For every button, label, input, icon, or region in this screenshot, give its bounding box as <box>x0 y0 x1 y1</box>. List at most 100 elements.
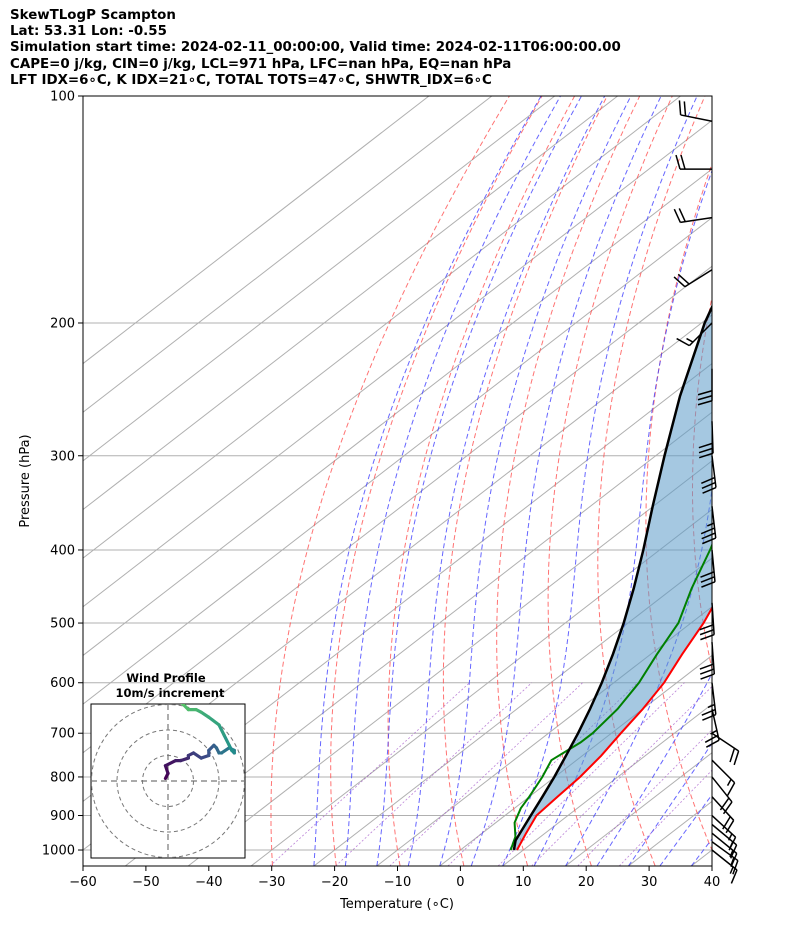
moist-adiabat-line <box>533 169 712 866</box>
dry-adiabat-line <box>270 96 510 866</box>
moist-adiabat-line <box>313 96 542 866</box>
wind-barb-staff <box>688 322 713 347</box>
wind-barb <box>675 154 712 170</box>
moist-adiabat-line <box>502 96 698 866</box>
wind-barb-half-flag <box>729 850 734 858</box>
wind-barb <box>700 549 716 588</box>
wind-barb-staff <box>680 114 713 122</box>
wind-barb-flag <box>701 476 716 484</box>
moist-adiabats <box>313 96 712 866</box>
isotherm-line <box>83 96 556 462</box>
y-tick-label: 700 <box>50 727 75 742</box>
isotherm-line <box>124 411 712 866</box>
wind-barb-flag <box>699 624 714 631</box>
moist-adiabat-line <box>344 96 561 866</box>
x-tick-label: −10 <box>384 875 411 890</box>
wind-barb-flag <box>680 154 686 170</box>
wind-barb <box>711 776 733 815</box>
parcel-profile-line <box>512 304 712 851</box>
dry-adiabat-line <box>330 96 543 866</box>
isotherm-line <box>83 168 712 657</box>
dry-adiabat-line <box>645 162 712 852</box>
wind-barb <box>697 368 713 406</box>
wind-barb-staff <box>711 421 714 454</box>
cape-shading <box>513 307 712 850</box>
wind-barb-flag <box>702 537 717 545</box>
wind-barb-half-flag <box>729 866 734 874</box>
wind-barb-flag <box>725 819 735 834</box>
y-tick-label: 300 <box>50 449 75 464</box>
axis-ticks: −60 −50 −40 −30 −20 −10 0 10 20 30 40 100 200 300 400 5… <box>42 90 720 891</box>
moist-adiabat-line <box>659 793 712 866</box>
mixing-ratio-line <box>531 685 712 866</box>
wind-barb-staff <box>680 216 713 224</box>
wind-barb-half-flag <box>706 522 715 527</box>
moist-adiabat-line <box>470 96 662 866</box>
wind-barb-flag <box>678 100 682 115</box>
y-tick-label: 100 <box>50 90 75 105</box>
wind-barb-flag <box>726 782 736 796</box>
x-tick-label: 30 <box>641 875 658 890</box>
wind-barb-flag <box>699 629 715 636</box>
isotherm-line <box>313 557 712 866</box>
wind-barb-flag <box>697 400 713 406</box>
wind-barb <box>711 759 736 796</box>
mixing-ratio-line <box>618 769 712 866</box>
hodograph-trace-segment <box>163 758 178 768</box>
isotherm-line <box>250 508 712 866</box>
wind-barb-flag <box>729 747 736 763</box>
wind-barb-flag <box>702 713 717 721</box>
wind-barb-flag <box>733 750 740 766</box>
hodograph-trace-segment <box>217 723 226 737</box>
dry-adiabat-line <box>387 96 576 866</box>
isotherm-line <box>376 606 712 866</box>
wind-barb-flag <box>701 708 716 716</box>
x-tick-label: −30 <box>258 875 285 890</box>
wind-barb <box>711 832 738 868</box>
isotherm-line <box>83 216 712 705</box>
y-tick-label: 600 <box>50 676 75 691</box>
wind-barb-flag <box>678 208 686 222</box>
moist-adiabat-line <box>376 96 582 866</box>
wind-barb-flag <box>699 668 715 675</box>
wind-barb-flag <box>732 860 739 875</box>
title-line-station: SkewTLogP Scampton <box>10 8 176 23</box>
x-tick-label: −50 <box>132 875 159 890</box>
wind-barb-flag <box>700 571 715 578</box>
wind-barb-staff <box>684 269 713 288</box>
wind-barb-half-flag <box>707 703 715 709</box>
wind-barb <box>678 100 713 122</box>
x-tick-label: 10 <box>515 875 532 890</box>
title-line-location: Lat: 53.31 Lon: -0.55 <box>10 24 167 40</box>
mixing-ratio-line <box>335 682 532 866</box>
title-line-indices: LFT IDX=6∘C, K IDX=21∘C, TOTAL TOTS=47∘C… <box>10 72 492 88</box>
mixing-ratio-line <box>497 682 685 866</box>
wind-barb-flag <box>700 634 715 641</box>
y-tick-label: 1000 <box>42 844 75 859</box>
mixing-ratio-line <box>269 682 470 866</box>
y-tick-label: 500 <box>50 617 75 632</box>
hodograph-trace-segment <box>222 733 231 747</box>
wind-barb-flag <box>698 452 714 459</box>
dry-adiabat-line <box>738 96 794 866</box>
wind-barb-flag <box>699 663 714 670</box>
hodograph-subtitle: 10m/s increment <box>116 686 225 700</box>
y-axis-label: Pressure (hPa) <box>18 434 33 527</box>
dry-adiabat-line <box>496 96 641 866</box>
wind-barb-flag <box>683 101 687 116</box>
isotherm-line <box>83 96 493 413</box>
wind-barb-flag <box>676 337 690 347</box>
x-axis-label: Temperature (∘C) <box>339 897 454 912</box>
wind-barb-staff <box>711 549 716 582</box>
wind-barb-flag <box>673 276 686 288</box>
wind-barb-staff <box>711 776 733 803</box>
isotherm-line <box>754 96 794 866</box>
wind-barb-staff <box>711 823 738 846</box>
x-tick-label: −60 <box>69 875 96 890</box>
wind-barb <box>700 506 717 545</box>
wind-barb-flag <box>728 836 737 851</box>
hodograph-title: Wind Profile <box>126 671 206 685</box>
wind-barb-flag <box>704 734 719 743</box>
wind-barb <box>701 455 717 494</box>
profile-lines <box>509 304 712 851</box>
